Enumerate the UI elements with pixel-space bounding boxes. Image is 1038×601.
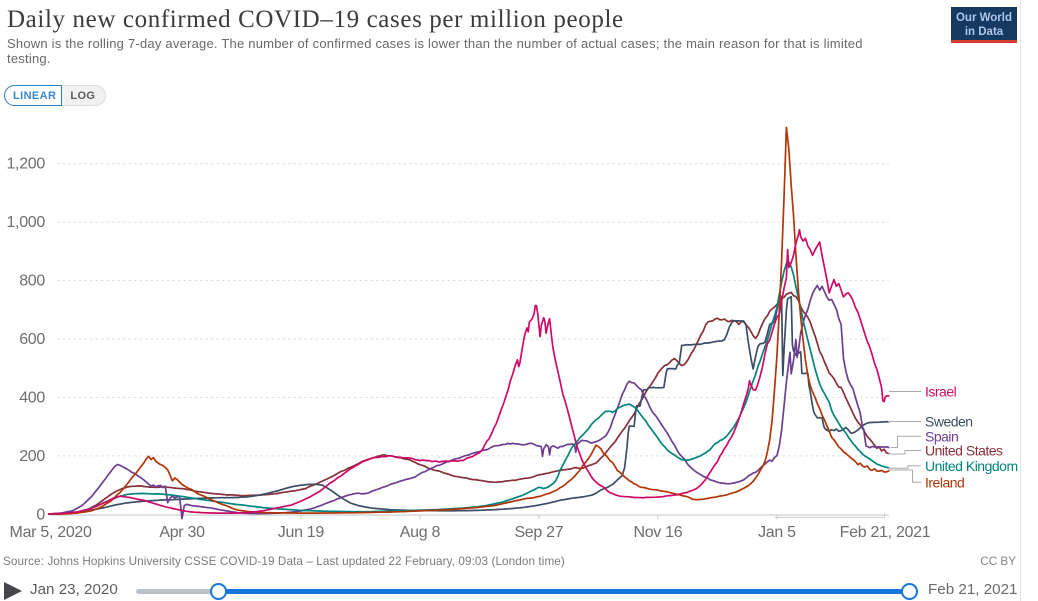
svg-text:800: 800 [19,273,45,290]
svg-text:0: 0 [36,506,45,523]
svg-text:Apr 30: Apr 30 [159,524,205,541]
svg-text:Israel: Israel [925,384,957,400]
svg-text:1,200: 1,200 [6,156,45,173]
svg-text:Aug 8: Aug 8 [400,524,441,541]
svg-text:Mar 5, 2020: Mar 5, 2020 [10,524,92,541]
svg-text:Sep 27: Sep 27 [514,524,563,541]
svg-text:United States: United States [925,443,1003,459]
svg-text:Sweden: Sweden [925,414,973,430]
svg-text:Ireland: Ireland [925,474,964,490]
svg-text:Jun 19: Jun 19 [278,524,325,541]
svg-text:Nov 16: Nov 16 [633,524,682,541]
svg-text:200: 200 [19,448,45,465]
svg-text:400: 400 [19,389,45,406]
svg-text:Jan 5: Jan 5 [758,524,796,541]
svg-text:United Kingdom: United Kingdom [925,458,1018,474]
svg-text:1,000: 1,000 [6,214,45,231]
svg-text:Feb 21, 2021: Feb 21, 2021 [840,524,931,541]
svg-text:600: 600 [19,331,45,348]
svg-text:Spain: Spain [925,428,958,444]
